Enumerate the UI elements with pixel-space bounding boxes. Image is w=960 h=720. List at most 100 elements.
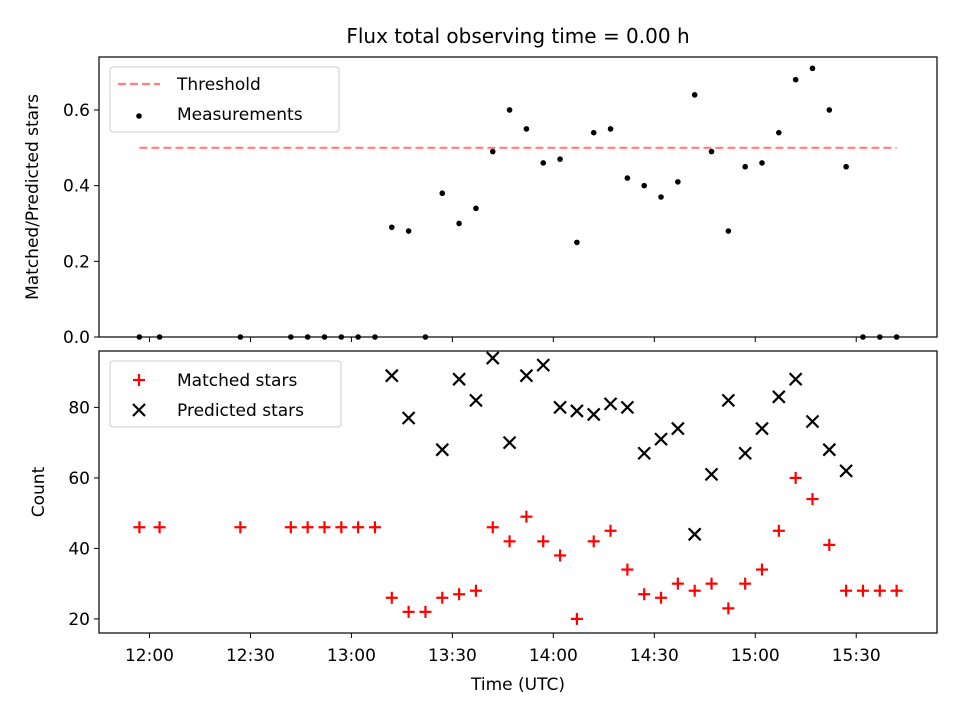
legend-matched-label: Matched stars [177,371,297,391]
marker-stroke [570,404,584,418]
marker-stroke [620,400,635,415]
predicted-star-point [603,397,618,411]
top-axes: 0.0 0.2 0.4 0.6 Threshold Measurements [63,56,938,348]
measurement-point [156,334,163,340]
predicted-star-point [822,442,837,457]
marker-stroke [738,446,752,461]
predicted-star-point [586,407,601,422]
matched-star-point [655,591,668,604]
measurement-point [658,194,664,200]
chart-title: Flux total observing time = 0.00 h [346,24,689,48]
x-tick-label: 15:00 [731,646,780,666]
predicted-star-point [654,432,668,446]
predicted-star-point [704,467,719,482]
top-y-axis-label: Matched/Predicted stars [23,94,43,300]
matched-star-point [705,577,718,590]
measurement-point [237,334,244,340]
predicted-star-point [385,368,399,383]
predicted-star-point [788,372,803,386]
matched-star-point [823,538,836,551]
measurement-point [506,107,513,113]
measurement-point [675,179,681,185]
y-tick-label: 80 [68,398,90,418]
marker-stroke [519,368,534,383]
x-tick-label: 15:30 [832,646,881,666]
marker-stroke [553,400,567,415]
matched-star-point [722,602,735,615]
marker-stroke [502,435,517,450]
measurement-point [489,148,496,155]
matched-star-point [789,471,802,484]
matched-star-point [840,584,853,597]
bottom-y-axis-label: Count [29,466,49,517]
marker-stroke [485,351,500,365]
measurement-point [422,334,429,340]
legend-matched-swatch [133,374,145,386]
matched-star-point [402,605,415,618]
predicted-star-point [469,393,483,408]
predicted-star-point [553,400,567,415]
predicted-star-point [570,404,584,418]
legend-threshold-label: Threshold [176,75,261,95]
bottom-axes: 20 40 60 80 12:00 12:30 13:00 13:30 14:00 14:30 15… [68,350,938,666]
measurement-point [843,163,849,170]
measurement-point [355,334,361,340]
marker-stroke [788,372,803,386]
measurement-point [473,205,479,212]
matched-star-point [368,521,381,534]
marker-stroke [132,403,146,417]
matched-star-point [385,591,398,604]
marker-stroke [671,421,685,436]
legend-predicted-label: Predicted stars [177,401,304,421]
measurement-point [405,228,412,234]
matched-star-point [806,493,819,506]
marker-stroke [755,421,769,436]
measurement-point [136,334,143,340]
predicted-star-point [452,372,466,386]
measurement-point [288,334,294,340]
x-tick-label: 13:30 [428,646,477,666]
measurement-point [826,107,833,113]
matched-star-point [419,605,432,618]
matched-star-point [587,535,600,548]
matched-star-point [755,563,768,576]
measurement-point [691,92,698,98]
matched-star-point [621,563,634,576]
marker-stroke [435,442,450,457]
predicted-star-point [687,527,702,542]
matched-star-point [352,521,365,534]
marker-stroke [721,393,736,408]
measurement-point [708,148,715,155]
y-tick-label: 20 [68,610,90,630]
measurement-point [876,334,883,340]
measurement-point [590,129,597,136]
marker-stroke [401,411,416,425]
matched-star-point [604,524,617,537]
legend-measurement-label: Measurements [177,105,303,125]
y-tick-label: 60 [68,469,90,489]
measurement-point [641,182,648,189]
matched-star-point [453,588,466,601]
measurement-point [607,126,614,132]
marker-stroke [805,414,820,429]
marker-stroke [469,393,483,408]
matched-star-point [772,524,785,537]
predicted-star-point [502,435,517,450]
marker-stroke [839,464,853,478]
measurement-point [725,228,732,234]
measurement-point [624,175,631,181]
predicted-star-point [401,411,416,425]
marker-stroke [822,442,837,457]
matched-star-point [856,584,869,597]
legend-predicted-swatch [132,403,146,417]
measurement-point [776,129,782,136]
measurement-point [540,160,547,166]
predicted-star-point [435,442,450,457]
top-legend-box [109,66,340,133]
matched-star-point [153,521,166,534]
x-tick-label: 13:00 [327,646,376,666]
measurement-point [893,334,900,340]
x-tick-label: 12:00 [125,646,174,666]
matched-star-point [486,521,499,534]
matched-star-point [873,584,886,597]
